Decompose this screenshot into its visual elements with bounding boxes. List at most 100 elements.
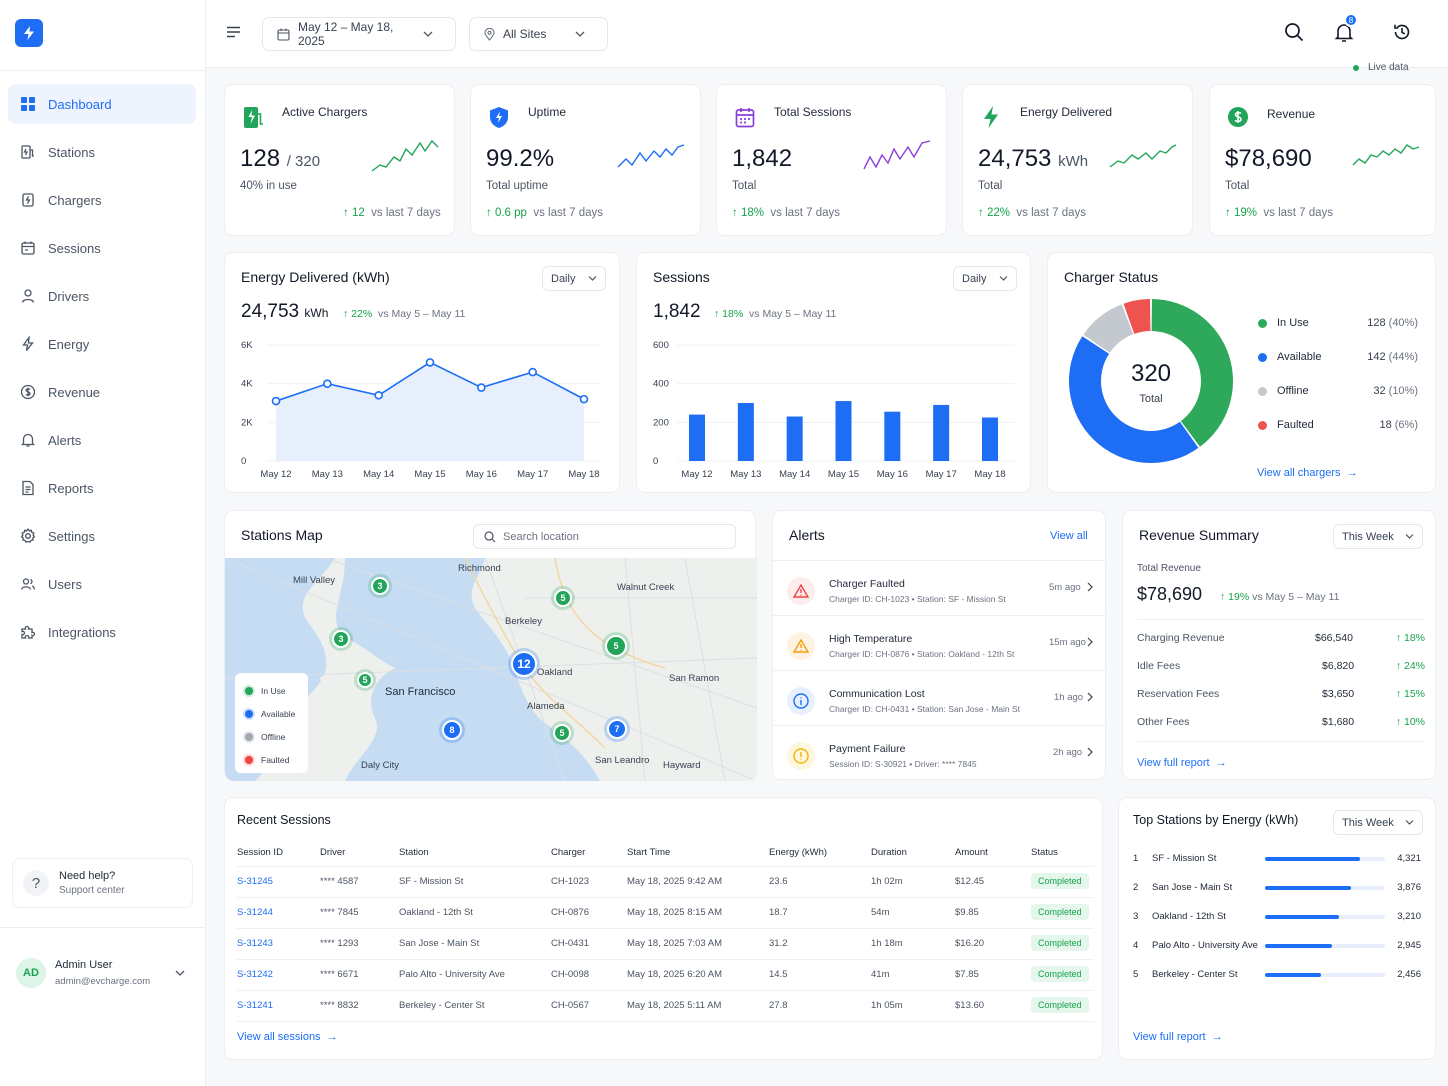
table-cell[interactable]: S-31241: [237, 990, 320, 1022]
alert-item[interactable]: Payment Failure Session ID: S-30921 • Dr…: [773, 725, 1107, 780]
station-marker[interactable]: 7: [607, 719, 627, 739]
sidebar-item-sessions[interactable]: Sessions: [8, 228, 196, 268]
table-cell[interactable]: S-31245: [237, 866, 320, 898]
sidebar-item-energy[interactable]: Energy: [8, 324, 196, 364]
history-icon[interactable]: [1392, 22, 1412, 42]
station-marker[interactable]: 8: [442, 720, 462, 740]
table-row[interactable]: S-31244 **** 7845 Oakland - 12th St CH-0876…: [237, 897, 1094, 929]
search-icon[interactable]: [1284, 22, 1304, 42]
station-marker[interactable]: 5: [553, 724, 571, 742]
column-header[interactable]: Session ID: [237, 840, 320, 867]
sidebar-item-settings[interactable]: Settings: [8, 516, 196, 556]
revenue-row: Other Fees $1,680 ↑ 10%: [1137, 716, 1425, 728]
map-canvas[interactable]: Mill Valley Richmond Walnut Creek Berkel…: [225, 558, 757, 781]
table-row[interactable]: S-31245 **** 4587 SF - Mission St CH-1023 Ma…: [237, 866, 1094, 898]
arrow-right-icon: →: [1211, 1031, 1223, 1043]
sidebar-item-stations[interactable]: Stations: [8, 132, 196, 172]
place-label: Walnut Creek: [617, 582, 675, 593]
period-dropdown[interactable]: This Week: [1333, 810, 1423, 835]
total-revenue-value: $78,690: [1137, 584, 1203, 604]
sidebar-item-label: Sessions: [48, 240, 101, 256]
column-header[interactable]: Driver: [320, 840, 399, 867]
charger-icon: [22, 193, 34, 207]
kpi-number: 24,753: [978, 145, 1052, 172]
legend-dot: [1258, 386, 1267, 396]
column-header[interactable]: Station: [399, 840, 551, 867]
column-header[interactable]: Duration: [871, 840, 955, 867]
sidebar-item-drivers[interactable]: Drivers: [8, 276, 196, 316]
location-pin-icon: [484, 27, 495, 41]
recent-sessions-card: Recent Sessions Session ID Driver Statio…: [224, 797, 1103, 1060]
kpi-suffix: kWh: [1058, 153, 1089, 170]
period-dropdown[interactable]: Daily: [953, 266, 1017, 291]
table-cell[interactable]: S-31244: [237, 897, 320, 929]
kpi-card-uptime[interactable]: Uptime 99.2% Total uptime ↑ 0.6 pp vs la…: [470, 84, 701, 236]
alert-item[interactable]: Charger Faulted Charger ID: CH-1023 • St…: [773, 560, 1107, 615]
chevron-right-icon: [1087, 582, 1093, 592]
table-cell[interactable]: S-31243: [237, 928, 320, 960]
table-cell: 18.7: [769, 897, 871, 929]
card-title: Recent Sessions: [237, 813, 331, 827]
table-cell: May 18, 2025 7:03 AM: [627, 928, 769, 960]
arrow-right-icon: →: [1215, 757, 1227, 769]
sidebar-item-chargers[interactable]: Chargers: [8, 180, 196, 220]
kpi-card-total-sessions[interactable]: Total Sessions 1,842 Total ↑ 18% vs last…: [716, 84, 947, 236]
sidebar-item-reports[interactable]: Reports: [8, 468, 196, 508]
view-all-alerts-link[interactable]: View all: [1050, 530, 1088, 542]
station-marker[interactable]: 5: [357, 672, 373, 688]
user-menu[interactable]: AD Admin User admin@evcharge.com: [0, 927, 206, 1007]
column-header[interactable]: Status: [1031, 840, 1094, 867]
energy-value: 24,753 kWh: [241, 301, 328, 323]
alert-item[interactable]: High Temperature Charger ID: CH-0876 • S…: [773, 615, 1107, 670]
kpi-card-active-chargers[interactable]: Active Chargers 128 / 320 40% in use ↑ 1…: [224, 84, 455, 236]
table-row[interactable]: S-31242 **** 6671 Palo Alto - University A…: [237, 959, 1094, 991]
legend-label: Available: [1277, 351, 1322, 363]
column-header[interactable]: Start Time: [627, 840, 769, 867]
delta-label: vs May 5 – May 11: [749, 308, 837, 320]
chevron-down-icon[interactable]: [175, 970, 185, 976]
help-card[interactable]: ? Need help? Support center: [12, 858, 193, 908]
period-dropdown[interactable]: This Week: [1333, 524, 1423, 549]
table-row[interactable]: S-31241 **** 8832 Berkeley - Center St CH-0…: [237, 990, 1094, 1022]
sparkline: [617, 144, 685, 168]
sidebar-item-revenue[interactable]: Revenue: [8, 372, 196, 412]
station-marker[interactable]: 12: [511, 651, 537, 677]
kpi-card-revenue[interactable]: Revenue $78,690 Total ↑ 19% vs last 7 da…: [1209, 84, 1436, 236]
station-marker[interactable]: 5: [605, 635, 627, 657]
alert-item[interactable]: Communication Lost Charger ID: CH-0431 •…: [773, 670, 1107, 725]
column-header[interactable]: Energy (kWh): [769, 840, 871, 867]
period-dropdown[interactable]: Daily: [542, 266, 606, 291]
chevron-down-icon: [423, 31, 433, 37]
bolt-icon: [22, 336, 34, 351]
delta-value: 18%: [722, 308, 744, 320]
table-row[interactable]: S-31243 **** 1293 San Jose - Main St CH-043…: [237, 928, 1094, 960]
view-all-chargers-link[interactable]: View all chargers →: [1257, 467, 1358, 479]
menu-icon[interactable]: [226, 26, 241, 38]
kpi-card-energy-delivered[interactable]: Energy Delivered 24,753 kWh Total ↑ 22% …: [962, 84, 1193, 236]
station-marker[interactable]: 3: [371, 577, 389, 595]
logo-bolt-icon[interactable]: [15, 19, 43, 47]
station-marker[interactable]: 3: [332, 630, 350, 648]
sessions-chart-card: Sessions Daily 1,842 ↑ 18% vs May 5 – Ma…: [636, 252, 1031, 493]
y-tick-label: 4K: [241, 379, 253, 390]
date-range-picker[interactable]: May 12 – May 18, 2025: [262, 17, 456, 51]
sidebar-item-alerts[interactable]: Alerts: [8, 420, 196, 460]
energy-bar: [1265, 857, 1360, 861]
station-marker[interactable]: 5: [554, 589, 572, 607]
kpi-sub: Total: [732, 180, 757, 192]
kpi-delta-label: vs last 7 days: [371, 207, 441, 219]
view-all-sessions-link[interactable]: View all sessions →: [237, 1031, 338, 1043]
map-search-input[interactable]: Search location: [473, 524, 736, 549]
view-full-report-link[interactable]: View full report →: [1137, 757, 1227, 769]
column-header[interactable]: Amount: [955, 840, 1031, 867]
site-filter[interactable]: All Sites: [469, 17, 608, 51]
sidebar-item-integrations[interactable]: Integrations: [8, 612, 196, 652]
card-title: Alerts: [789, 527, 825, 543]
sidebar-item-dashboard[interactable]: Dashboard: [8, 84, 196, 124]
user-icon: [21, 289, 35, 303]
sidebar-item-users[interactable]: Users: [8, 564, 196, 604]
view-full-report-link[interactable]: View full report →: [1133, 1031, 1223, 1043]
column-header[interactable]: Charger: [551, 840, 627, 867]
chevron-down-icon: [999, 276, 1008, 281]
table-cell[interactable]: S-31242: [237, 959, 320, 991]
